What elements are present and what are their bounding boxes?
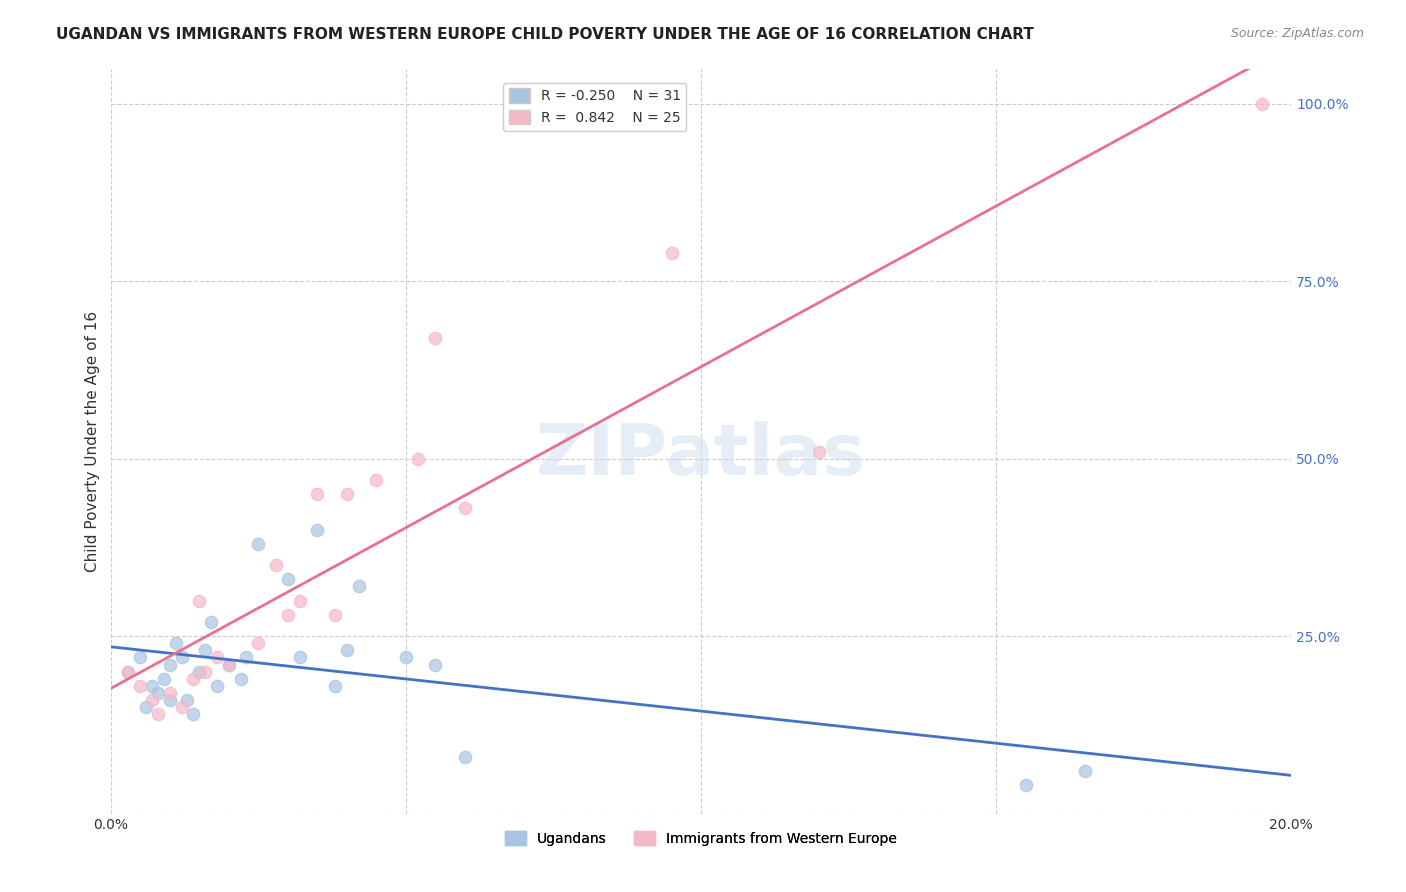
Point xyxy=(307,487,329,501)
Text: Source: ZipAtlas.com: Source: ZipAtlas.com xyxy=(1230,27,1364,40)
Point xyxy=(395,650,418,665)
Point xyxy=(347,579,370,593)
Point xyxy=(146,707,169,722)
Legend: Ugandans, Immigrants from Western Europe: Ugandans, Immigrants from Western Europe xyxy=(499,825,903,851)
Point xyxy=(205,679,228,693)
Point xyxy=(153,672,176,686)
Point xyxy=(406,451,429,466)
Point xyxy=(194,665,217,679)
Y-axis label: Child Poverty Under the Age of 16: Child Poverty Under the Age of 16 xyxy=(86,310,100,572)
Point xyxy=(218,657,240,672)
Point xyxy=(661,246,683,260)
Point xyxy=(200,615,222,629)
Point xyxy=(454,749,477,764)
Point xyxy=(146,686,169,700)
Point xyxy=(1073,764,1095,778)
Point xyxy=(336,643,359,657)
Point xyxy=(277,607,299,622)
Point xyxy=(170,700,193,714)
Point xyxy=(141,679,163,693)
Point xyxy=(129,650,152,665)
Point xyxy=(194,643,217,657)
Point xyxy=(170,650,193,665)
Text: ZIPatlas: ZIPatlas xyxy=(536,421,866,491)
Text: UGANDAN VS IMMIGRANTS FROM WESTERN EUROPE CHILD POVERTY UNDER THE AGE OF 16 CORR: UGANDAN VS IMMIGRANTS FROM WESTERN EUROP… xyxy=(56,27,1035,42)
Point xyxy=(323,679,346,693)
Point xyxy=(218,657,240,672)
Point xyxy=(425,331,447,345)
Point xyxy=(288,650,311,665)
Point xyxy=(159,693,181,707)
Point xyxy=(129,679,152,693)
Point xyxy=(235,650,257,665)
Point xyxy=(264,558,287,573)
Point xyxy=(183,672,205,686)
Point xyxy=(159,686,181,700)
Point xyxy=(307,523,329,537)
Point xyxy=(229,672,252,686)
Point xyxy=(205,650,228,665)
Point xyxy=(425,657,447,672)
Point xyxy=(323,607,346,622)
Point xyxy=(183,707,205,722)
Point xyxy=(176,693,198,707)
Point xyxy=(454,501,477,516)
Point xyxy=(336,487,359,501)
Point xyxy=(117,665,139,679)
Point xyxy=(808,444,831,458)
Point xyxy=(141,693,163,707)
Point xyxy=(135,700,157,714)
Point xyxy=(366,473,388,487)
Point xyxy=(165,636,187,650)
Point xyxy=(117,665,139,679)
Point xyxy=(247,537,270,551)
Point xyxy=(159,657,181,672)
Point xyxy=(188,665,211,679)
Point xyxy=(277,573,299,587)
Point xyxy=(247,636,270,650)
Point xyxy=(288,593,311,607)
Point xyxy=(1015,778,1038,792)
Point xyxy=(1250,97,1272,112)
Point xyxy=(188,593,211,607)
